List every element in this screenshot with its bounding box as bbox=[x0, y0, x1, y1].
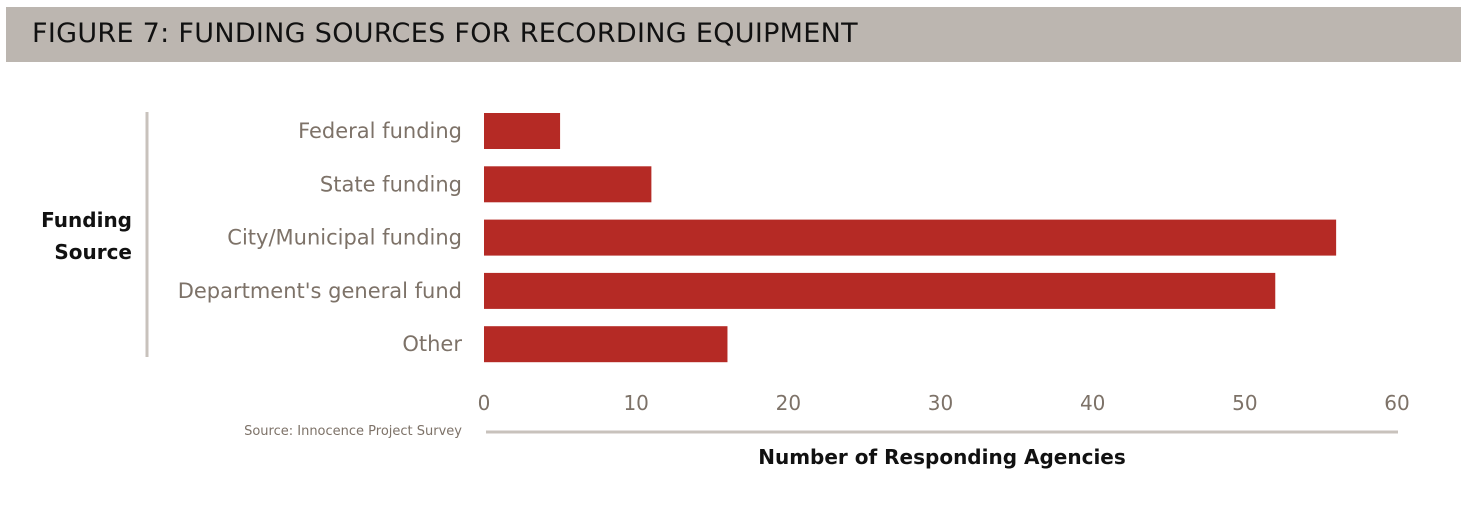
x-tick-label-2: 20 bbox=[776, 391, 801, 415]
x-tick-label-4: 40 bbox=[1080, 391, 1105, 415]
x-tick-label-3: 30 bbox=[928, 391, 953, 415]
y-axis-title-line-2: Source bbox=[54, 240, 132, 264]
category-labels-group: Federal funding State funding City/Municip… bbox=[178, 119, 463, 356]
x-tick-label-1: 10 bbox=[623, 391, 648, 415]
title-band: FIGURE 7: FUNDING SOURCES FOR RECORDING … bbox=[6, 7, 1461, 62]
category-label-3: Department's general fund bbox=[178, 279, 462, 303]
x-axis-title: Number of Responding Agencies bbox=[758, 445, 1126, 469]
category-label-0: Federal funding bbox=[298, 119, 462, 143]
category-label-1: State funding bbox=[320, 172, 462, 196]
category-label-4: Other bbox=[402, 332, 462, 356]
x-tick-label-0: 0 bbox=[478, 391, 491, 415]
x-tick-labels-group: 0 10 20 30 40 50 60 bbox=[478, 391, 1410, 415]
bar-4 bbox=[484, 326, 728, 363]
bars-group bbox=[484, 113, 1337, 363]
y-axis-title-line-1: Funding bbox=[41, 208, 132, 232]
chart-title: FIGURE 7: FUNDING SOURCES FOR RECORDING … bbox=[32, 18, 858, 49]
bar-1 bbox=[484, 166, 652, 203]
x-tick-label-5: 50 bbox=[1232, 391, 1257, 415]
bar-0 bbox=[484, 113, 561, 149]
category-label-2: City/Municipal funding bbox=[227, 226, 462, 250]
bar-3 bbox=[484, 272, 1276, 309]
x-tick-label-6: 60 bbox=[1384, 391, 1409, 415]
source-note: Source: Innocence Project Survey bbox=[244, 424, 462, 439]
bar-2 bbox=[484, 219, 1337, 256]
